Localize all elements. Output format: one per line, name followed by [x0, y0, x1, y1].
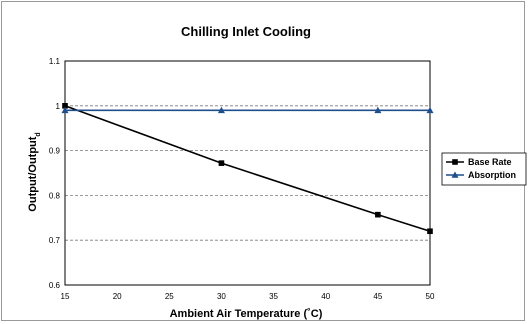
y-axis-label-subscript: d	[35, 132, 42, 136]
y-tick-label: 0.9	[49, 147, 61, 156]
data-point	[217, 106, 225, 114]
data-point	[426, 106, 434, 114]
x-axis-label: Ambient Air Temperature (˚C)	[170, 308, 323, 320]
data-point	[427, 228, 433, 235]
legend: Base Rate Absorption	[441, 152, 527, 186]
legend-box	[441, 152, 527, 186]
y-axis-label: Output/Outputd	[27, 132, 42, 211]
x-tick-label: 40	[321, 292, 330, 301]
y-tick-label: 1.1	[49, 57, 61, 66]
data-point	[61, 106, 69, 114]
x-tick-labels: 15 20 25 30 35 40 45 50	[61, 292, 435, 301]
y-axis-label-main: Output/Output	[27, 136, 39, 211]
legend-swatch-marker	[452, 159, 458, 165]
legend-entry: Base Rate	[468, 157, 512, 167]
x-tick-label: 50	[426, 292, 435, 301]
chart-title: Chilling Inlet Cooling	[181, 24, 311, 39]
x-tick-label: 30	[217, 292, 226, 301]
x-tick-label: 45	[373, 292, 382, 301]
data-point	[375, 211, 381, 218]
series-absorption	[61, 106, 434, 114]
legend-entry: Absorption	[468, 170, 516, 180]
series-line	[64, 105, 431, 233]
x-tick-label: 35	[269, 292, 278, 301]
y-tick-label: 0.8	[49, 191, 61, 200]
y-tick-label: 0.6	[49, 281, 61, 290]
series-group	[61, 103, 434, 235]
y-tick-label: 0.7	[49, 236, 61, 245]
y-tick-label: 1	[56, 102, 61, 111]
series-base-rate	[62, 103, 433, 235]
x-tick-label: 25	[165, 292, 174, 301]
legend-swatch-marker	[451, 171, 459, 178]
data-point	[374, 106, 382, 114]
data-point	[218, 160, 225, 166]
plot-area	[64, 60, 431, 286]
y-tick-labels: 0.6 0.7 0.8 0.9 1 1.1	[49, 57, 61, 290]
data-point	[62, 103, 68, 109]
x-tick-label: 20	[113, 292, 122, 301]
x-tick-label: 15	[61, 292, 70, 301]
